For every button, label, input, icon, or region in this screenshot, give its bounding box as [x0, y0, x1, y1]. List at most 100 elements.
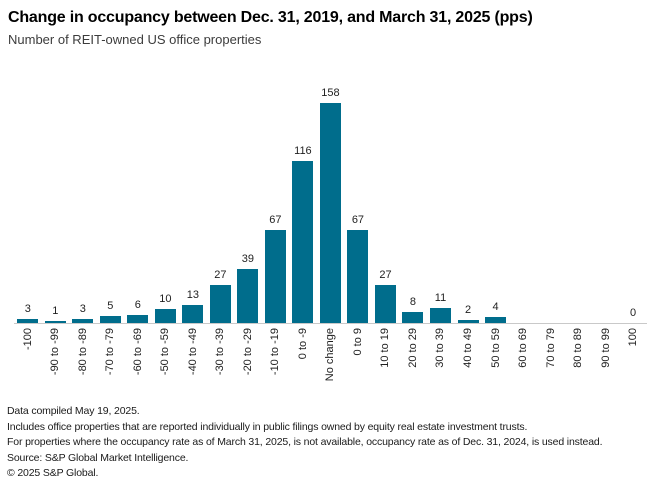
bar-slot: 158 [317, 86, 345, 323]
x-tick-label: -50 to -59 [159, 328, 172, 376]
bar-value-label: 158 [321, 87, 340, 99]
x-tick: 30 to 39 [427, 328, 455, 392]
bar-slot: 67 [344, 86, 372, 323]
bar-slot: 0 [619, 86, 647, 323]
x-tick-label: -40 to -49 [186, 328, 199, 376]
x-tick: 40 to 49 [454, 328, 482, 392]
bar-value-label: 2 [464, 304, 472, 316]
x-tick: 90 to 99 [592, 328, 620, 392]
x-tick-label: -80 to -89 [76, 328, 89, 376]
bar-slot: 27 [372, 86, 400, 323]
bar-slot: 10 [152, 86, 180, 323]
x-tick: No change [317, 328, 345, 392]
bar-value-label: 39 [241, 253, 254, 265]
x-tick-label: -90 to -99 [49, 328, 62, 376]
footnote-line: © 2025 S&P Global. [7, 467, 99, 479]
bar-value-label: 67 [269, 214, 282, 226]
bar-value-label: 3 [24, 303, 31, 315]
bar-slot: 67 [262, 86, 290, 323]
chart-subtitle: Number of REIT-owned US office propertie… [8, 32, 262, 47]
bar-slot: 27 [207, 86, 235, 323]
bar-value-label: 116 [294, 145, 312, 157]
bar-slot [564, 86, 592, 323]
x-tick-label: -60 to -69 [131, 328, 144, 376]
bar [182, 305, 204, 323]
x-tick: -30 to -39 [207, 328, 235, 392]
bar-slot: 116 [289, 86, 317, 323]
bar-value-label: 5 [107, 300, 114, 312]
footnote-line: Source: S&P Global Market Intelligence. [7, 451, 189, 464]
x-tick: -20 to -29 [234, 328, 262, 392]
bar [429, 308, 451, 323]
bar [292, 161, 314, 323]
bar-slot: 1 [42, 86, 70, 323]
bar [264, 230, 286, 323]
bar-value-label: 6 [134, 299, 141, 311]
x-tick-label: 0 to -9 [296, 328, 309, 360]
x-axis-labels: -100 -90 to -99 -80 to -89 -70 to -79 -60 to… [14, 328, 647, 392]
bar [457, 320, 479, 323]
bar-slot: 3 [69, 86, 97, 323]
bar [319, 103, 341, 323]
x-tick: -80 to -89 [69, 328, 97, 392]
bar-slot: 11 [427, 86, 455, 323]
x-tick-label: 70 to 79 [544, 328, 557, 368]
x-tick-label: 0 to 9 [351, 328, 364, 356]
bar-slot [537, 86, 565, 323]
footnote-line: For properties where the occupancy rate … [7, 436, 603, 448]
bar-value-label: 67 [351, 214, 365, 226]
x-tick-label: -70 to -79 [104, 328, 117, 376]
bar-slot [509, 86, 537, 323]
bar [44, 321, 66, 323]
x-tick: -10 to -19 [262, 328, 290, 392]
footnote-line: Data compiled May 19, 2025. [7, 405, 140, 417]
x-tick: 50 to 59 [482, 328, 510, 392]
x-tick: 100 [619, 328, 647, 392]
chart-title: Change in occupancy between Dec. 31, 201… [8, 9, 533, 26]
bar-value-label: 13 [186, 289, 199, 301]
x-tick-label: 80 to 89 [572, 328, 585, 368]
x-tick-label: 40 to 49 [462, 328, 474, 368]
bar-value-label: 10 [159, 293, 172, 305]
bar [402, 312, 424, 323]
bar-value-label: 8 [409, 296, 417, 308]
x-axis-line [14, 323, 647, 324]
x-tick-label: No change [324, 328, 337, 382]
bar [485, 317, 507, 323]
x-tick-label: 20 to 29 [406, 328, 419, 368]
x-tick: 20 to 29 [399, 328, 427, 392]
x-tick-label: -20 to -29 [241, 328, 254, 376]
x-tick-label: -10 to -19 [269, 328, 282, 376]
bar [127, 315, 149, 323]
x-tick: 0 to -9 [289, 328, 317, 392]
bar-slot: 5 [97, 86, 125, 323]
x-tick: -50 to -59 [152, 328, 180, 392]
bar [374, 285, 396, 323]
bar [237, 269, 259, 323]
x-tick-label: 10 to 19 [379, 328, 392, 368]
bar [72, 319, 94, 323]
x-tick: 70 to 79 [537, 328, 565, 392]
bar [347, 230, 369, 323]
x-tick-label: -30 to -39 [214, 328, 227, 376]
bar-value-label: 3 [79, 303, 86, 315]
x-tick: -70 to -79 [97, 328, 125, 392]
plot-area: 3 1 3 5 6 10 13 27 39 67 116 158 67 27 8 11 2 4 0 [14, 86, 647, 323]
x-tick: -100 [14, 328, 42, 392]
x-tick-label: 60 to 69 [517, 328, 530, 368]
bar [209, 285, 231, 323]
x-tick-label: 90 to 99 [599, 328, 612, 368]
bar [17, 319, 39, 323]
bar-slot: 3 [14, 86, 42, 323]
x-tick: -40 to -49 [179, 328, 207, 392]
bar-slot: 4 [482, 86, 510, 323]
x-tick: 10 to 19 [372, 328, 400, 392]
bar-slot: 13 [179, 86, 207, 323]
bar-slot: 2 [454, 86, 482, 323]
x-tick: 60 to 69 [509, 328, 537, 392]
bar [154, 309, 176, 323]
bar [99, 316, 121, 323]
x-tick-label: -100 [21, 328, 34, 351]
bar-slot [592, 86, 620, 323]
